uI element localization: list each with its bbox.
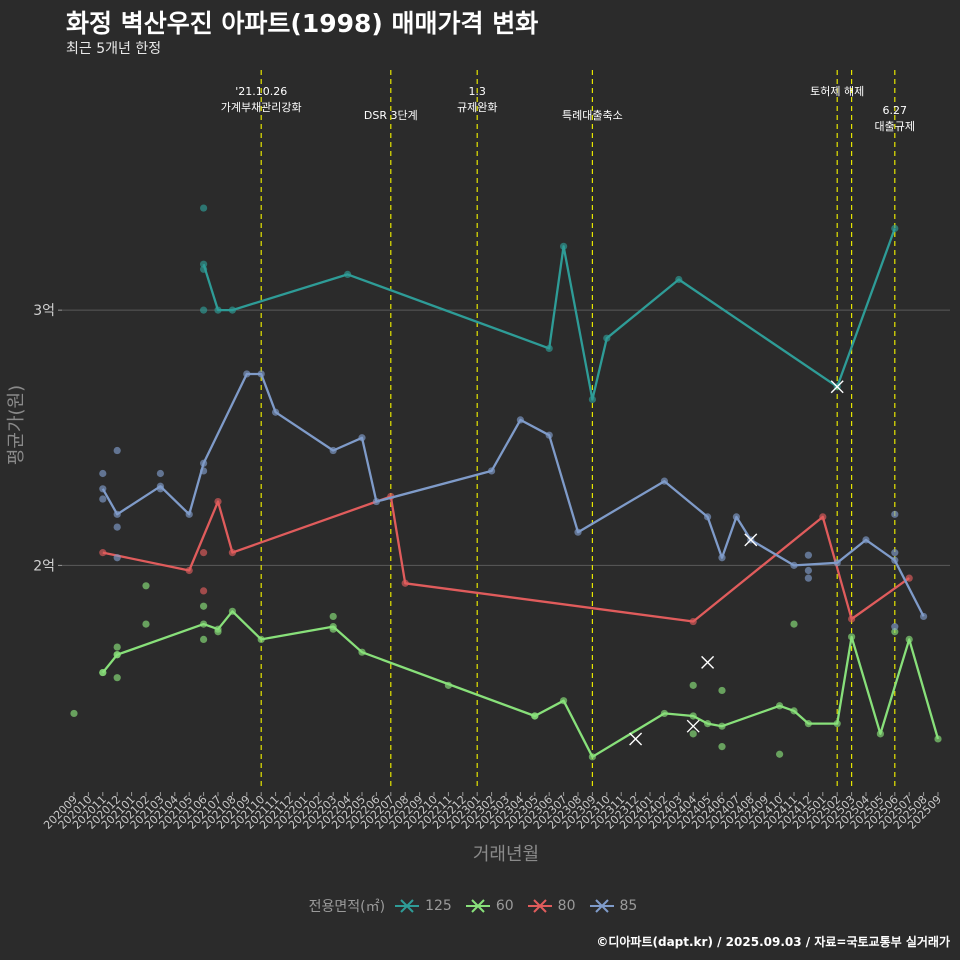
data-point: [776, 750, 784, 758]
legend-label: 85: [619, 898, 638, 914]
legend-swatch: [395, 899, 420, 913]
chart-subtitle: 최근 5개년 한정: [66, 41, 162, 57]
series-line: [101, 372, 925, 617]
x-axis-title: 거래년월: [473, 844, 539, 865]
legend-label: 60: [495, 898, 514, 914]
data-point: [142, 582, 150, 590]
data-point: [113, 554, 121, 562]
data-point: [329, 612, 337, 621]
cross-stroke: [830, 380, 844, 394]
series-60: [70, 582, 942, 761]
data-point: [804, 566, 813, 575]
data-point: [200, 260, 208, 268]
data-point: [99, 495, 107, 503]
data-point: [142, 620, 150, 628]
policy-annotation: 특례대출축소: [562, 109, 623, 122]
data-point: [113, 446, 121, 455]
data-point: [804, 574, 813, 582]
source-caption: ©디아파트(dapt.kr) / 2025.09.03 / 자료=국토교통부 실…: [596, 935, 950, 949]
data-point: [718, 686, 726, 695]
policy-annotation: 가계부채관리강화: [221, 101, 302, 114]
data-point: [200, 549, 208, 557]
legend-swatch: [527, 899, 552, 913]
chart-title: 화정 벽산우진 아파트(1998) 매매가격 변화: [66, 9, 539, 38]
grid-layer: [62, 309, 950, 566]
data-point: [200, 204, 208, 212]
data-point: [891, 510, 899, 518]
data-point: [200, 587, 208, 595]
cross-marker: [629, 732, 643, 746]
data-point: [200, 306, 208, 314]
data-point: [689, 681, 697, 689]
legend-swatch: [465, 899, 490, 913]
legend: 전용면적(㎡) 125 60 80 85: [0, 896, 960, 916]
data-point: [200, 635, 208, 644]
data-point: [891, 549, 899, 557]
legend-label: 125: [425, 898, 452, 914]
legend-item-60: 60: [465, 898, 514, 914]
policy-annotation: DSR 3단계: [364, 109, 418, 122]
data-point: [113, 674, 121, 682]
policy-annotation: 규제완화: [457, 101, 497, 114]
data-point: [99, 469, 107, 478]
policy-annotation: 토허제 해제: [810, 84, 864, 98]
data-point: [200, 602, 208, 610]
legend-item-80: 80: [527, 898, 576, 914]
cross-marker: [686, 719, 700, 733]
y-tick-label: 3억: [33, 303, 55, 319]
series-line: [102, 495, 910, 623]
cross-marker: [744, 533, 758, 547]
series-125: [200, 204, 899, 404]
legend-label: 80: [557, 898, 576, 914]
cross-stroke: [686, 719, 700, 733]
data-point: [156, 469, 164, 478]
data-point: [113, 523, 121, 531]
policy-annotation: 6.27: [883, 104, 908, 117]
data-point: [804, 551, 813, 559]
legend-swatch: [589, 899, 614, 913]
policy-annotation: 1.3: [468, 85, 486, 98]
legend-item-125: 125: [395, 898, 452, 914]
policy-annotation: '21.10.26: [235, 85, 287, 98]
data-point: [891, 623, 899, 631]
cross-marker: [830, 380, 844, 394]
y-axis-title: 평균가(원): [6, 385, 27, 465]
policy-annotation: 대출규제: [875, 120, 915, 133]
cross-stroke: [629, 732, 643, 746]
data-point: [718, 743, 726, 751]
series-line: [101, 610, 940, 758]
data-point: [113, 643, 121, 651]
data-point: [891, 628, 899, 636]
y-tick-label: 2억: [33, 558, 55, 574]
legend-item-85: 85: [589, 898, 638, 914]
cross-stroke: [701, 655, 715, 669]
series-line: [202, 228, 896, 401]
cross-stroke: [744, 533, 758, 547]
data-point: [70, 709, 78, 718]
series-layer: [70, 204, 942, 761]
series-85: [99, 370, 928, 669]
axes: 2억3억평균가(원)202009202010202011202012202101…: [6, 303, 944, 865]
cross-marker: [701, 655, 715, 669]
series-80: [99, 492, 913, 626]
data-point: [689, 730, 697, 738]
data-point: [790, 620, 798, 628]
legend-title: 전용면적(㎡): [308, 899, 386, 915]
